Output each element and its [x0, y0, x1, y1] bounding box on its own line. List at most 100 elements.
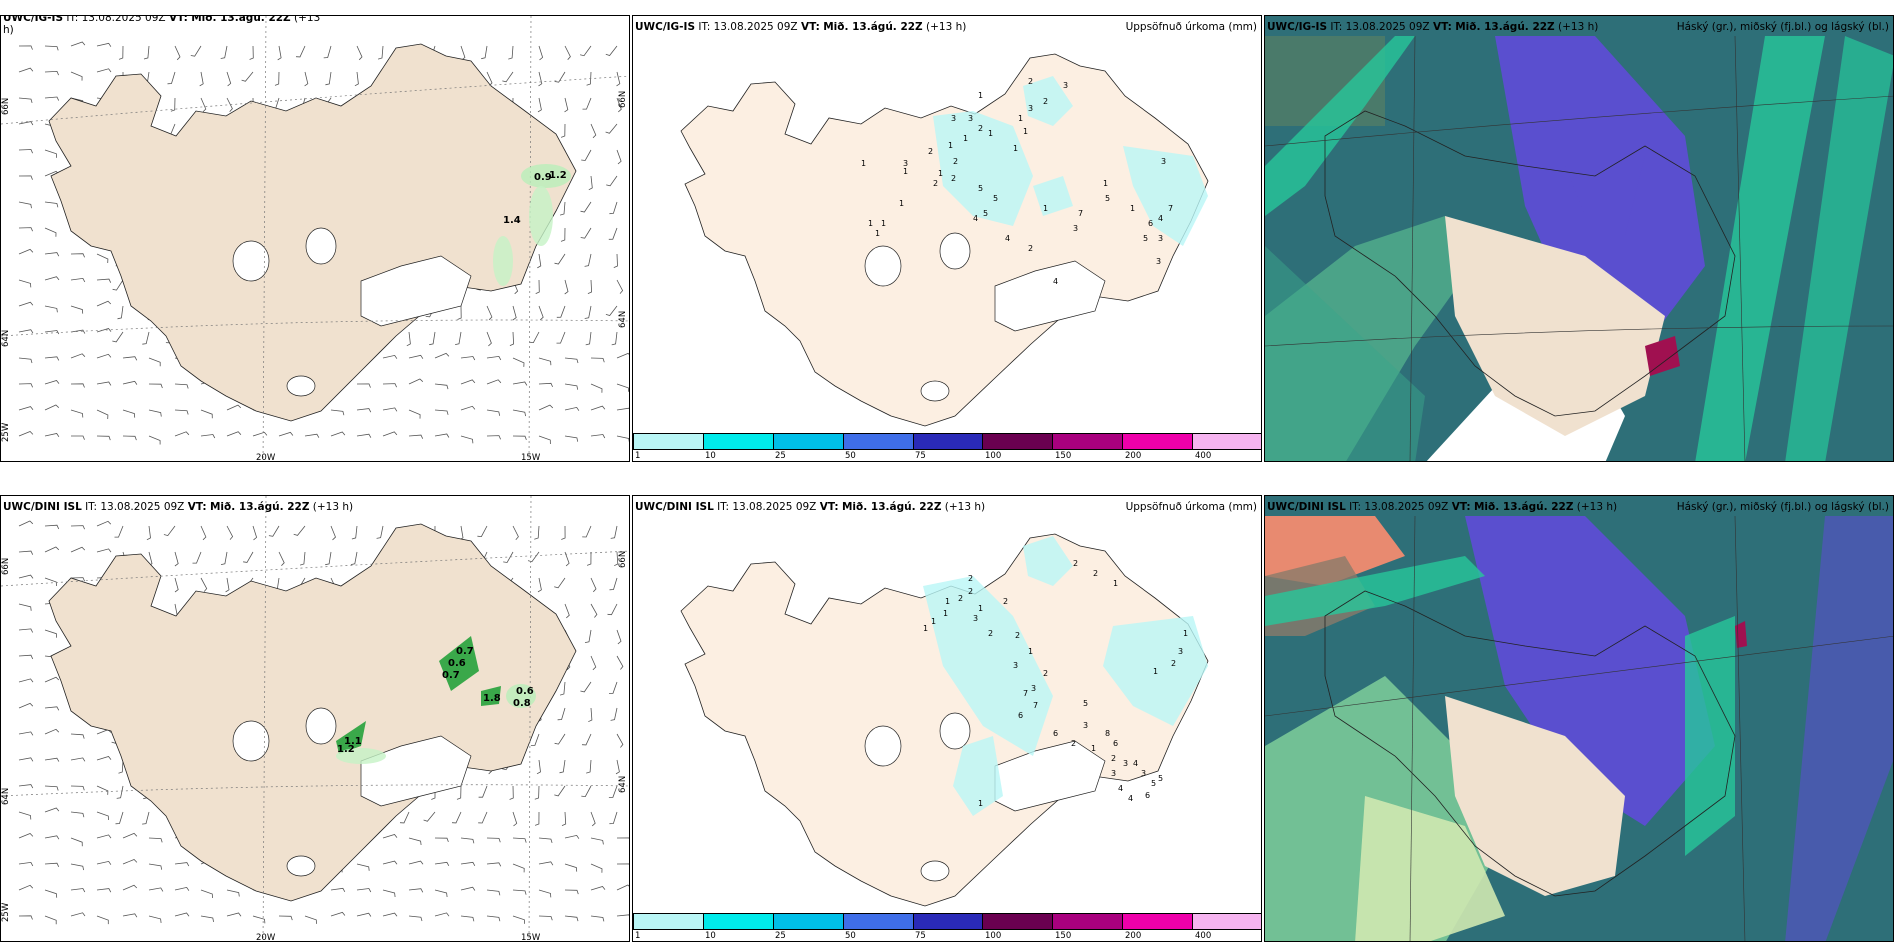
wind-barb: [538, 435, 551, 445]
wind-barb: [538, 837, 553, 844]
wind-barb: [481, 45, 488, 60]
wind-barb: [457, 305, 462, 320]
precip-value: 3: [1073, 224, 1078, 233]
precip-value: 6: [1018, 711, 1023, 720]
wind-barb: [96, 353, 112, 359]
glacier: [864, 245, 902, 287]
colorbar-tick: 200: [1125, 451, 1142, 461]
precip-area: [953, 736, 1003, 816]
wind-barb: [586, 551, 592, 566]
gust-label: 0.7: [442, 670, 460, 681]
wind-barb: [44, 149, 57, 158]
wind-barb: [486, 355, 502, 361]
wind-barb: [561, 525, 566, 540]
wind-barb: [616, 97, 622, 113]
precip-value: 6: [1053, 729, 1058, 738]
colorbar-tick: 400: [1195, 931, 1212, 941]
wind-barb: [174, 886, 190, 891]
wind-barb: [585, 331, 592, 346]
wind-barb: [118, 759, 124, 774]
precip-value: 3: [903, 159, 908, 168]
wind-barb: [356, 863, 370, 871]
gust-area: [481, 686, 501, 706]
precip-value: 1: [1153, 667, 1158, 676]
wind-barb: [70, 353, 86, 359]
wind-barb: [486, 379, 502, 385]
wind-barb: [148, 887, 164, 892]
wind-barb: [615, 759, 620, 775]
glacier: [939, 712, 971, 750]
precip-value: 2: [978, 124, 983, 133]
wind-barb: [559, 201, 566, 216]
colorbar-bin: [913, 434, 984, 449]
panel-header: UWC/DINI ISL IT: 13.08.2025 09Z VT: Mið.…: [635, 501, 985, 513]
valid-time: Mið. 13.ágú. 22Z: [191, 15, 291, 24]
valid-time: Mið. 13.ágú. 22Z: [209, 501, 310, 513]
precip-value: 2: [958, 594, 963, 603]
wind-barb: [115, 811, 124, 825]
wind-barb: [382, 912, 398, 917]
precip-value: 3: [1031, 684, 1036, 693]
colorbar-tick: 150: [1055, 451, 1072, 461]
precip-value: 1: [988, 129, 993, 138]
wind-barb: [610, 707, 618, 721]
wind-barb: [70, 912, 86, 917]
wind-barb: [174, 409, 189, 415]
wind-barb: [70, 888, 86, 893]
wind-barb: [112, 279, 124, 291]
wind-barb: [44, 96, 60, 101]
iceland-coastline: [1324, 590, 1736, 897]
colorbar-bin: [703, 434, 774, 449]
colorbar-tick: 75: [915, 451, 926, 461]
lon-label: 20W: [256, 933, 276, 942]
wind-barb: [44, 757, 60, 762]
precip-value: 1: [931, 617, 936, 626]
wind-barb: [538, 357, 552, 366]
precip-value: 2: [1015, 631, 1020, 640]
wind-barb: [455, 331, 462, 345]
wind-barb: [96, 811, 109, 821]
wind-barb: [581, 785, 592, 798]
wind-barb: [70, 525, 85, 530]
gust-area: [529, 186, 553, 246]
wind-barb: [538, 404, 554, 411]
wind-barb: [564, 45, 571, 60]
wind-barb: [304, 915, 317, 924]
wind-barb: [512, 435, 527, 441]
wind-barb: [486, 837, 501, 843]
colorbar-bin: [913, 914, 984, 929]
init-time: IT: 13.08.2025 09Z: [1330, 21, 1430, 33]
gust-label: 1.2: [337, 744, 355, 755]
precip-value: 6: [1145, 791, 1150, 800]
graticule: [1265, 35, 1893, 461]
colorbar-tick: 100: [985, 931, 1002, 941]
precip-value: 3: [1158, 234, 1163, 243]
wind-barb: [608, 681, 618, 694]
wind-barb: [538, 915, 553, 921]
wind-barb: [616, 655, 624, 670]
wind-barb: [512, 357, 525, 367]
wind-barb: [96, 888, 112, 893]
wind-barb: [18, 520, 34, 527]
wind-barb: [252, 525, 258, 541]
wind-barb: [225, 577, 230, 593]
colorbar-bin: [983, 914, 1054, 929]
wind-barb: [609, 811, 618, 825]
wind-barb: [609, 577, 618, 591]
low-cloud-band: [1695, 36, 1825, 461]
wind-barb: [382, 889, 396, 898]
wind-barb: [408, 837, 422, 846]
wind-barb: [408, 888, 424, 893]
gust-label: 0.7: [456, 646, 474, 657]
precip-value: 5: [1158, 774, 1163, 783]
precip-value: 4: [973, 214, 978, 223]
wind-map: 0.9 1.2 1.4 66N 64N 25W 20W 15W 66N 64N: [1, 16, 629, 461]
wind-barb: [537, 97, 542, 113]
wind-barb: [304, 71, 309, 87]
wind-barb: [200, 525, 207, 541]
colorbar-tick: 75: [915, 931, 926, 941]
precip-value: 2: [1093, 569, 1098, 578]
wind-barb: [18, 702, 34, 709]
wind-barb: [590, 357, 605, 363]
